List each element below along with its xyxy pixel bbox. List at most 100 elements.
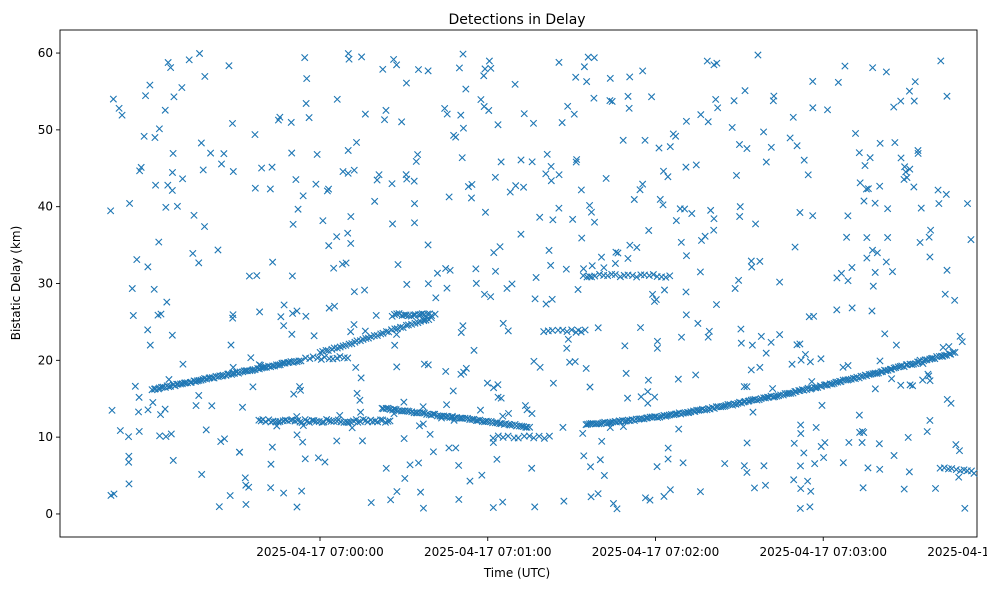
detection-point-clutter [558, 119, 566, 127]
detection-point-clutter [528, 158, 536, 166]
detection-point-clutter [448, 412, 456, 420]
detection-point-clutter [449, 387, 457, 395]
detection-point-clutter [602, 174, 610, 183]
detection-point-track-tail-1 [952, 465, 960, 474]
detection-point-clutter [251, 130, 259, 139]
detection-point-clutter [478, 471, 486, 479]
detection-point-clutter [266, 185, 274, 193]
detection-point-clutter [419, 316, 428, 324]
detection-point-clutter [170, 93, 178, 101]
detection-point-clutter [245, 272, 254, 280]
detection-point-clutter [555, 58, 563, 66]
detection-point-clutter [582, 364, 590, 373]
detection-point-clutter [555, 171, 563, 179]
detection-point-clutter [947, 399, 955, 407]
detection-point-clutter [861, 161, 869, 170]
detection-point-clutter [347, 328, 355, 336]
detection-point-clutter [302, 312, 310, 320]
detection-point-clutter [624, 254, 632, 263]
detection-point-clutter [199, 166, 207, 174]
detection-point-track-rising-2 [656, 413, 664, 421]
detection-point-band-20km [344, 354, 352, 362]
detection-point-track-rising-2 [882, 367, 890, 375]
detection-point-clutter [735, 140, 744, 149]
detection-point-clutter [107, 207, 115, 215]
detection-point-clutter [911, 78, 919, 86]
detection-point-clutter [202, 426, 210, 434]
detection-point-clutter [743, 468, 751, 477]
detection-point-clutter [594, 490, 602, 498]
detection-point-clutter [769, 97, 777, 105]
detection-point-clutter [666, 143, 674, 151]
detection-point-track-rising-1 [274, 361, 283, 369]
detection-point-clutter [289, 309, 297, 318]
detection-point-band-31km [604, 272, 612, 280]
detection-point-clutter [943, 92, 951, 100]
detection-point-band-12km-a [359, 415, 367, 424]
detection-point-clutter [833, 306, 841, 314]
detection-point-clutter [245, 483, 253, 491]
detection-point-clutter [267, 460, 275, 468]
detection-point-track-descending [518, 422, 526, 430]
detection-point-clutter [641, 494, 650, 502]
detection-point-band-12km-a [368, 418, 376, 426]
detection-point-clutter [280, 301, 288, 309]
detection-point-clutter [350, 166, 358, 174]
detection-point-clutter [452, 444, 460, 452]
detection-point-clutter [653, 463, 661, 471]
detection-point-clutter [666, 486, 674, 494]
detection-point-clutter [728, 123, 736, 132]
detection-point-clutter [347, 239, 355, 248]
detection-point-clutter [806, 358, 814, 366]
detection-point-clutter [251, 184, 259, 192]
detection-point-clutter [433, 269, 442, 277]
detection-point-clutter [238, 403, 247, 411]
detection-point-clutter [622, 369, 630, 377]
detection-point-band-12km-a [312, 417, 320, 425]
detection-point-band-12km-a [384, 417, 392, 425]
detection-point-clutter [392, 330, 401, 339]
detection-point-track-descending [468, 415, 476, 423]
detection-point-clutter [712, 95, 720, 103]
detection-point-clutter [162, 203, 170, 211]
detection-point-clutter [165, 375, 173, 384]
detection-point-clutter [155, 125, 163, 133]
detection-point-clutter [126, 199, 134, 208]
detection-point-clutter [587, 493, 595, 501]
detection-point-clutter [569, 215, 577, 223]
detection-point-band-31km [666, 272, 674, 280]
detection-point-clutter [459, 50, 467, 58]
detection-point-clutter [162, 433, 170, 441]
detection-point-clutter [956, 332, 964, 340]
detection-point-clutter [490, 384, 498, 392]
detection-point-clutter [480, 290, 489, 298]
detection-point-clutter [549, 216, 557, 224]
detection-point-clutter [844, 212, 852, 220]
detection-point-clutter [273, 422, 281, 430]
detection-point-clutter [611, 259, 619, 268]
detection-point-clutter [241, 474, 249, 482]
detection-point-clutter [955, 473, 963, 481]
y-tick-label: 40 [38, 200, 53, 214]
plot-frame [59, 29, 978, 538]
detection-point-clutter [528, 464, 536, 472]
detection-point-clutter [924, 370, 932, 378]
y-tick-label: 20 [38, 353, 53, 367]
detection-point-clutter [562, 265, 570, 273]
detection-point-clutter [530, 357, 538, 365]
detection-point-clutter [751, 220, 760, 228]
detection-point-band-10km [504, 432, 512, 440]
detection-point-clutter [677, 333, 686, 341]
detection-point-clutter [388, 220, 397, 228]
detection-point-clutter [891, 139, 899, 147]
detection-point-clutter [489, 438, 497, 447]
detection-point-clutter [294, 205, 302, 213]
detection-point-clutter [862, 185, 871, 193]
detection-point-clutter [818, 401, 826, 409]
detection-point-clutter [416, 488, 425, 496]
detection-point-clutter [390, 410, 398, 418]
detection-point-clutter [916, 356, 924, 364]
detection-point-clutter [178, 175, 187, 183]
detection-point-clutter [644, 376, 652, 384]
detection-point-clutter [548, 295, 556, 303]
